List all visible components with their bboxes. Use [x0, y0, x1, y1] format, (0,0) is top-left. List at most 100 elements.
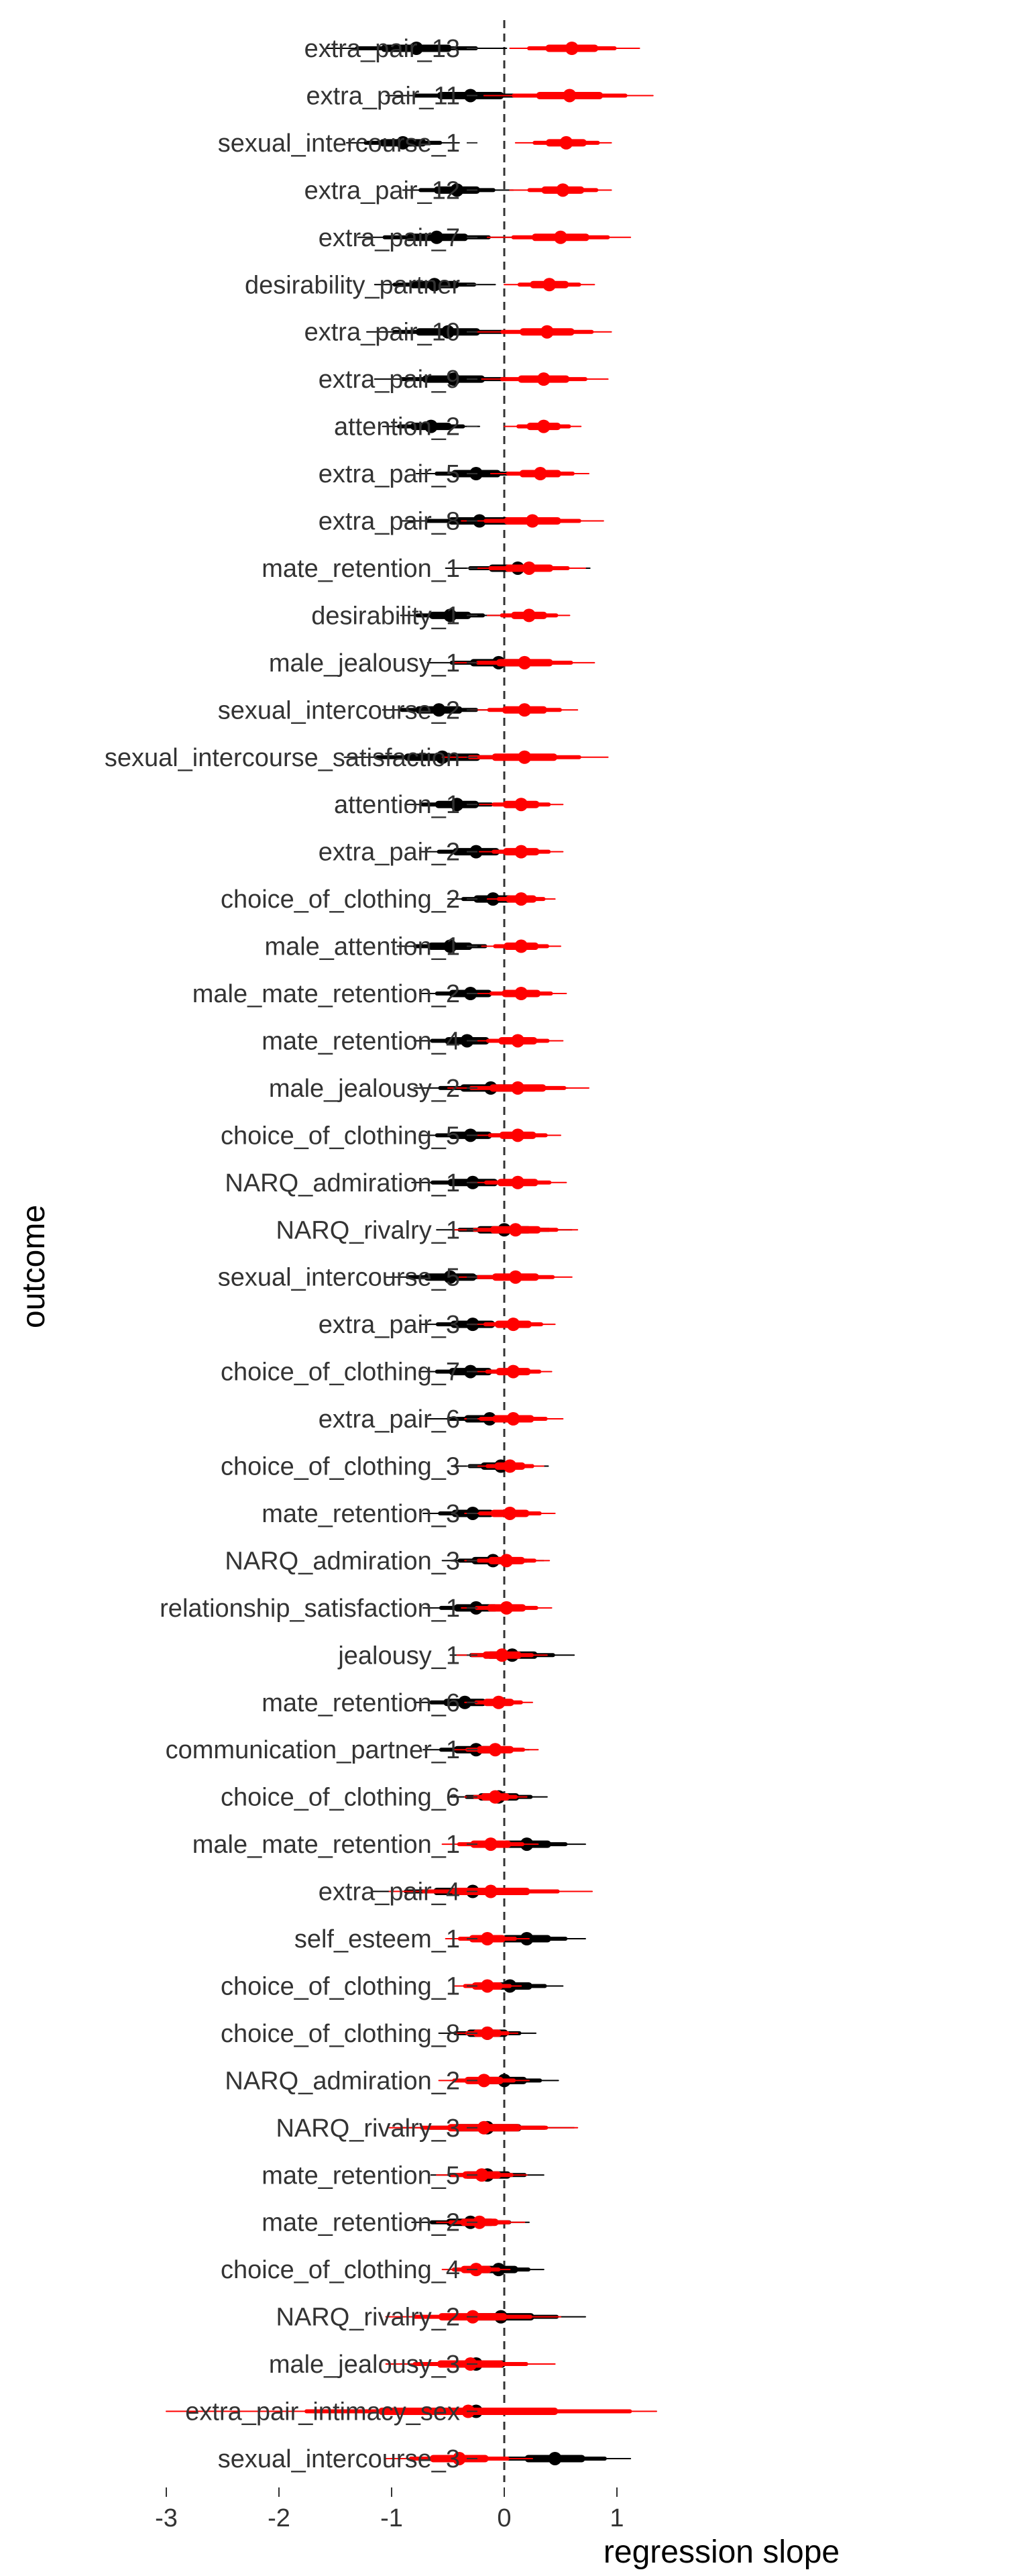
y-tick-label: desirability_1 [311, 602, 460, 630]
point-1-33 [500, 1601, 514, 1615]
y-tick-label: sexual_intercourse_satisfaction [105, 744, 460, 772]
y-tick-label: choice_of_clothing_6 [221, 1784, 460, 1812]
point-1-11 [522, 561, 536, 575]
point-0-5 [427, 278, 441, 292]
point-1-30 [503, 1459, 517, 1473]
point-0-8 [424, 419, 438, 433]
y-tick-label: NARQ_rivalry_2 [276, 2304, 460, 2332]
y-tick-label: extra_pair_2 [319, 839, 460, 867]
y-tick-label: extra_pair_3 [319, 1311, 460, 1339]
point-0-0 [409, 42, 423, 55]
point-1-29 [506, 1412, 520, 1426]
point-1-4 [554, 230, 567, 244]
point-1-9 [533, 467, 547, 481]
point-1-41 [480, 1979, 494, 1993]
y-tick-label: sexual_intercourse_1 [218, 129, 460, 158]
point-0-2 [396, 136, 410, 150]
x-tick-label: -1 [380, 2504, 403, 2532]
point-1-26 [508, 1270, 522, 1284]
point-1-17 [514, 845, 528, 859]
point-1-12 [522, 608, 536, 623]
point-0-51 [548, 2451, 562, 2465]
point-1-32 [500, 1554, 514, 1568]
y-tick-label: NARQ_rivalry_3 [276, 2114, 460, 2143]
point-0-26 [443, 1270, 457, 1284]
y-tick-label: male_mate_retention_2 [192, 980, 460, 1008]
y-tick-label: mate_retention_6 [262, 1689, 460, 1717]
point-1-10 [526, 514, 539, 528]
point-1-34 [495, 1648, 509, 1662]
point-0-7 [447, 372, 461, 386]
y-axis-title: outcome [16, 1205, 52, 1328]
point-1-28 [506, 1364, 520, 1379]
point-1-8 [536, 419, 551, 433]
point-1-46 [473, 2215, 487, 2229]
y-tick-label: male_mate_retention_1 [192, 1831, 460, 1859]
point-0-19 [443, 939, 457, 953]
point-1-31 [503, 1506, 517, 1520]
y-tick-label: mate_retention_5 [262, 2161, 460, 2190]
y-tick-label: NARQ_admiration_2 [225, 2067, 460, 2095]
point-1-35 [492, 1695, 506, 1709]
y-tick-label: extra_pair_7 [319, 224, 460, 252]
y-tick-label: mate_retention_1 [262, 555, 460, 583]
y-tick-label: NARQ_admiration_3 [225, 1547, 460, 1575]
point-1-15 [518, 750, 532, 764]
point-1-38 [483, 1837, 498, 1851]
x-axis-title: regression slope [604, 2534, 840, 2570]
point-1-19 [514, 939, 528, 953]
point-1-6 [540, 325, 554, 339]
point-1-18 [514, 892, 528, 906]
x-tick-label: 1 [610, 2504, 624, 2532]
y-tick-label: male_jealousy_2 [269, 1075, 460, 1103]
y-tick-label: choice_of_clothing_2 [221, 885, 460, 914]
y-axis: extra_pair_13 extra_pair_11 sexual_interco… [105, 35, 477, 2473]
y-tick-label: sexual_intercourse_5 [218, 1264, 460, 1292]
y-tick-label: sexual_intercourse_2 [218, 696, 460, 724]
y-tick-label: extra_pair_9 [319, 366, 460, 394]
x-tick-label: 0 [497, 2504, 511, 2532]
point-0-12 [443, 608, 457, 623]
x-axis: -3 -2 -1 0 1 [155, 2487, 624, 2532]
y-tick-label: NARQ_rivalry_1 [276, 1216, 460, 1244]
y-tick-label: NARQ_admiration_1 [225, 1169, 460, 1197]
point-1-5 [542, 278, 557, 292]
point-1-16 [514, 798, 528, 812]
y-tick-label: extra_pair_12 [304, 176, 460, 205]
point-1-1 [563, 89, 577, 103]
y-tick-label: communication_partner_1 [166, 1736, 460, 1764]
point-1-39 [483, 1884, 498, 1898]
point-1-44 [477, 2121, 491, 2135]
y-tick-label: sexual_intercourse_3 [218, 2445, 460, 2473]
y-tick-label: male_jealousy_1 [269, 649, 460, 678]
point-0-4 [430, 230, 444, 244]
point-1-0 [565, 42, 579, 55]
x-tick-label: -3 [155, 2504, 178, 2532]
y-tick-label: extra_pair_11 [306, 82, 460, 110]
point-1-27 [506, 1318, 520, 1332]
y-tick-label: extra_pair_5 [319, 460, 460, 488]
point-1-43 [477, 2074, 491, 2088]
point-0-3 [450, 183, 464, 197]
y-tick-label: extra_pair_6 [319, 1405, 460, 1434]
y-tick-label: mate_retention_3 [262, 1500, 460, 1528]
point-1-22 [511, 1081, 525, 1095]
y-tick-label: choice_of_clothing_8 [221, 2020, 460, 2048]
point-1-42 [480, 2026, 494, 2040]
y-tick-label: extra_pair_10 [304, 319, 460, 347]
x-tick-label: -2 [268, 2504, 290, 2532]
y-tick-label: self_esteem_1 [294, 1925, 460, 1953]
y-tick-label: choice_of_clothing_4 [221, 2256, 460, 2284]
y-tick-label: mate_retention_2 [262, 2209, 460, 2237]
y-tick-label: jealousy_1 [337, 1642, 460, 1670]
y-tick-label: extra_pair_intimacy_sex [185, 2398, 460, 2426]
point-1-23 [511, 1128, 525, 1142]
y-tick-label: choice_of_clothing_5 [221, 1122, 460, 1150]
y-tick-label: male_jealousy_3 [269, 2351, 460, 2379]
y-tick-label: attention_2 [334, 413, 460, 441]
point-1-20 [514, 987, 528, 1000]
point-1-51 [452, 2451, 466, 2465]
point-1-21 [511, 1034, 525, 1048]
y-tick-label: extra_pair_13 [304, 35, 460, 63]
